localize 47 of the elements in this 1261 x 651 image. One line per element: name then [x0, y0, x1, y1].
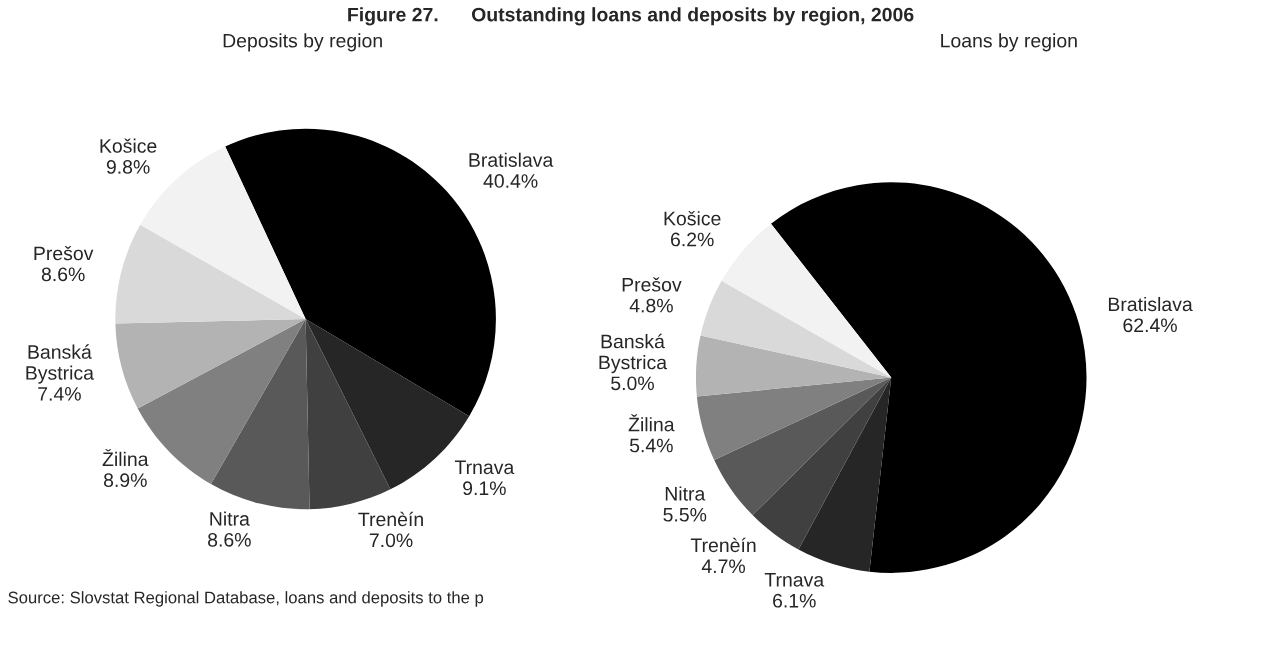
slice-label: Žilina [102, 448, 149, 467]
slice-label: Trenèín [358, 511, 423, 527]
pie-slice [305, 318, 391, 510]
data-label: 8.9% [103, 473, 147, 488]
slice-label: Košice [664, 211, 721, 226]
data-label: 6.2% [671, 232, 714, 247]
slice-label: Trenèín [690, 537, 756, 553]
pie-slice [115, 318, 306, 409]
source-note: Source: Slovstat Regional Database, loans and deposits to the p [8, 591, 484, 607]
chart-subtitle: Loans by region [941, 33, 1077, 52]
data-label: 7.0% [369, 533, 413, 548]
slice-label: Nitra [665, 486, 706, 501]
data-label: 62.4% [1123, 318, 1177, 333]
data-label: 4.8% [629, 298, 673, 313]
pie-slice [115, 224, 306, 324]
slice-label: Banská Bystrica [599, 333, 668, 374]
data-label: 9.8% [106, 160, 150, 174]
data-label: 5.0% [611, 376, 654, 391]
text: Figure 27. Outstanding loans and deposits by region, 2006 [348, 7, 914, 26]
slice-label: Žilina [628, 414, 675, 432]
data-label: 9.1% [463, 481, 506, 496]
slice-label: Banská Bystrica [26, 344, 94, 384]
data-label: 7.4% [38, 387, 81, 401]
slice-label: Bratislava [1108, 296, 1193, 312]
pie-slice [771, 182, 1087, 573]
data-label: 8.6% [208, 532, 251, 547]
pie-slice [721, 223, 892, 378]
slice-label: Nitra [210, 511, 250, 526]
data-label: 4.7% [701, 559, 746, 574]
pie-slice [714, 377, 892, 516]
chart-subtitle: Deposits by region [223, 33, 382, 52]
slice-label: Prešov [622, 277, 682, 292]
data-label: 5.4% [629, 438, 673, 453]
data-label: 40.4% [483, 174, 538, 188]
pie-slice [798, 377, 892, 572]
pie-slice [700, 280, 892, 378]
slice-label: Trnava [764, 573, 825, 587]
pie-slice [696, 377, 892, 460]
pie-slice [210, 318, 310, 510]
slice-label: Trnava [454, 460, 515, 475]
slice-label: Košice [100, 138, 157, 153]
pie-slice [695, 335, 892, 397]
data-label: 5.5% [663, 507, 707, 522]
slice-label: Bratislava [469, 152, 554, 167]
data-label: 8.6% [41, 267, 85, 282]
data-label: 6.1% [773, 593, 816, 608]
slice-label: Prešov [34, 245, 94, 261]
